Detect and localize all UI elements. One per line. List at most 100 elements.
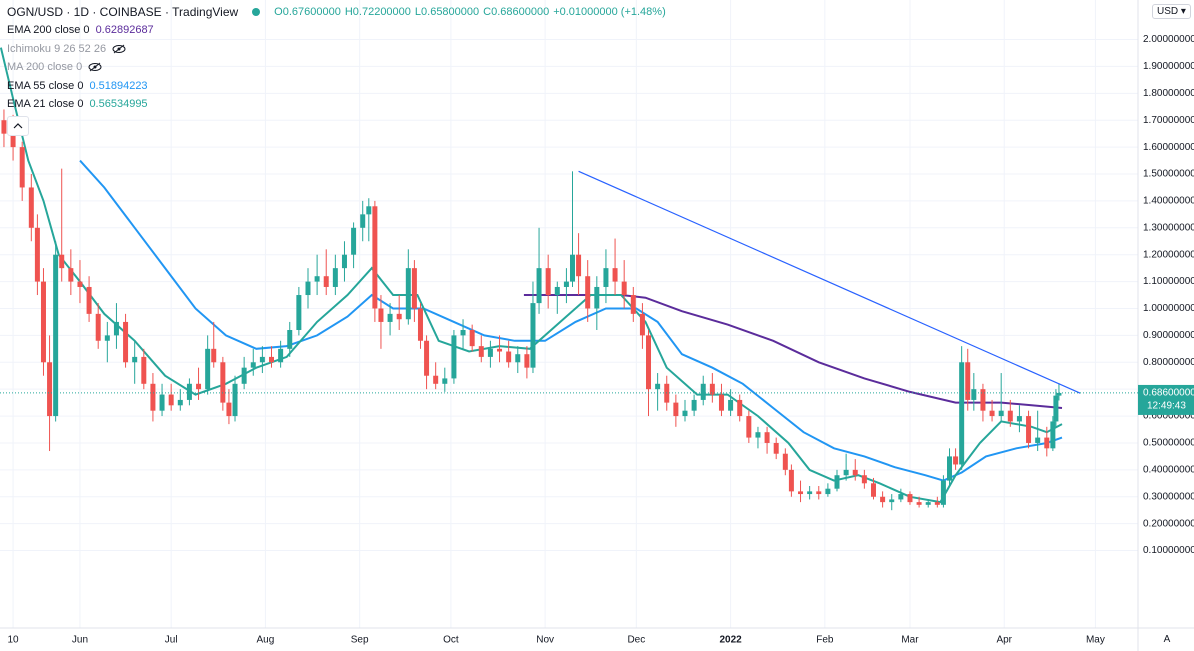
candle-body xyxy=(40,281,46,363)
candle-body xyxy=(1026,416,1032,443)
candle-body xyxy=(341,254,347,269)
candle-body xyxy=(68,268,74,282)
x-tick-label: 2022 xyxy=(719,635,742,646)
candle-body xyxy=(1007,410,1013,422)
candle-body xyxy=(497,348,503,352)
hidden-icon[interactable] xyxy=(88,62,102,72)
hidden-icon[interactable] xyxy=(112,44,126,54)
legend-value: 0.51894223 xyxy=(89,79,148,92)
x-tick-label: Nov xyxy=(536,635,554,646)
candle-body xyxy=(259,356,265,363)
candle-body xyxy=(34,227,40,282)
candle-body xyxy=(989,410,995,417)
candle-body xyxy=(351,227,357,255)
legend-row: EMA 55 close 0 0.51894223 xyxy=(7,80,148,92)
candle-body xyxy=(515,354,521,363)
ohlc-change: +0.01000000 (+1.48%) xyxy=(553,6,666,18)
auto-label: A xyxy=(1163,634,1171,645)
candle-body xyxy=(95,313,101,341)
x-tick-label: Sep xyxy=(351,635,369,646)
x-tick-label: Aug xyxy=(257,635,275,646)
y-tick-label: 0.60000000 xyxy=(1143,411,1194,422)
candle-body xyxy=(332,268,338,287)
candle-body xyxy=(86,286,92,314)
candle-body xyxy=(77,281,83,287)
candle-body xyxy=(916,502,922,505)
candle-body xyxy=(576,254,582,277)
candle-body xyxy=(870,483,876,497)
candle-body xyxy=(232,383,238,417)
y-tick-label: 1.80000000 xyxy=(1143,88,1194,99)
candle-body xyxy=(469,330,475,347)
candle-body xyxy=(530,303,536,368)
ohlc-high: H0.72200000 xyxy=(344,6,411,18)
candle-body xyxy=(478,346,484,357)
indicator-line xyxy=(578,170,1081,394)
candle-body xyxy=(372,206,378,309)
x-tick-label: May xyxy=(1086,635,1105,646)
y-tick-label: 1.00000000 xyxy=(1143,303,1194,314)
currency: USD xyxy=(1157,6,1179,17)
candle-body xyxy=(47,362,53,417)
candle-body xyxy=(737,399,743,417)
candle-body xyxy=(773,442,779,454)
candle-body xyxy=(639,313,645,336)
candle-body xyxy=(405,268,411,320)
candle-body xyxy=(834,475,840,489)
candle-body xyxy=(132,356,138,363)
collapse-button[interactable] xyxy=(7,116,29,136)
chevron-icon xyxy=(13,123,23,129)
legend-name: MA 200 close 0 xyxy=(7,61,83,73)
y-tick-label: 0.50000000 xyxy=(1143,438,1194,449)
candle-body xyxy=(709,383,715,395)
y-tick-label: 0.90000000 xyxy=(1143,330,1194,341)
y-tick-label: 1.20000000 xyxy=(1143,249,1194,260)
header: OGN/USD · 1D · COINBASE · TradingView O0… xyxy=(7,5,666,19)
candle-body xyxy=(241,367,247,384)
candle-body xyxy=(889,499,895,503)
y-tick-label: 0.10000000 xyxy=(1143,545,1194,556)
candle-body xyxy=(569,254,575,282)
candle-body xyxy=(442,378,448,384)
candle-body xyxy=(387,313,393,322)
candle-body xyxy=(1044,437,1050,449)
ohlc-open: O0.67600000 xyxy=(274,6,341,18)
candle-body xyxy=(807,491,813,495)
candle-body xyxy=(150,383,156,411)
candle-body xyxy=(728,399,734,411)
candle-body xyxy=(782,453,788,470)
candle-body xyxy=(646,335,652,390)
candle-body xyxy=(1056,392,1062,396)
y-tick-label: 0.30000000 xyxy=(1143,491,1194,502)
ohlc-low: L0.65800000 xyxy=(414,6,480,18)
candle-body xyxy=(378,308,384,322)
candle-body xyxy=(816,491,822,495)
candle-body xyxy=(196,383,202,390)
candle-body xyxy=(487,348,493,357)
candle-body xyxy=(360,214,366,228)
legend-name: EMA 55 close 0 xyxy=(7,79,84,92)
currency-select[interactable]: USD ▾ xyxy=(1152,4,1191,19)
candle-body xyxy=(417,308,423,341)
status-dot xyxy=(252,8,261,16)
candle-body xyxy=(861,475,867,484)
candle-body xyxy=(123,321,129,363)
candle-body xyxy=(460,330,466,336)
candle-body xyxy=(53,254,59,417)
candle-body xyxy=(1053,395,1059,422)
candle-body xyxy=(506,351,512,363)
candle-body xyxy=(269,356,275,363)
candle-body xyxy=(168,394,174,406)
candle-body xyxy=(366,206,372,215)
candle-body xyxy=(536,268,542,304)
candle-body xyxy=(959,362,965,465)
auto-scale-button[interactable]: A xyxy=(1159,632,1175,648)
candle-body xyxy=(545,268,551,296)
x-tick-label: Feb xyxy=(816,635,834,646)
legend-name: Ichimoku 9 26 52 26 xyxy=(7,42,107,55)
y-tick-label: 0.20000000 xyxy=(1143,518,1194,529)
y-tick-label: 1.70000000 xyxy=(1143,115,1194,126)
candle-body xyxy=(1035,437,1041,443)
y-tick-label: 1.60000000 xyxy=(1143,142,1194,153)
candle-body xyxy=(104,335,110,341)
